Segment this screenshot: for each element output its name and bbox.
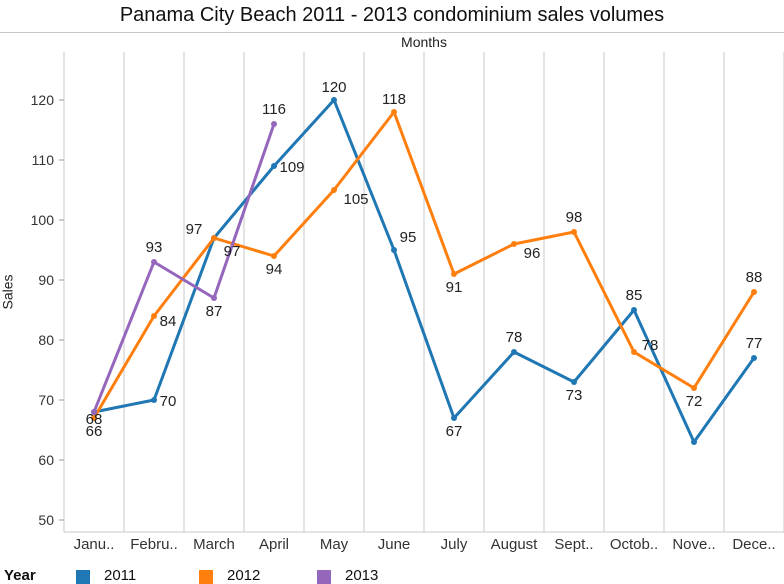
data-label-2011: 78 [506, 329, 523, 346]
data-point-2012 [91, 415, 97, 421]
x-tick-label: Nove.. [672, 536, 715, 553]
data-point-2012 [211, 235, 217, 241]
data-point-2011 [751, 355, 757, 361]
x-tick-label: Sept.. [554, 536, 593, 553]
data-point-2012 [511, 241, 517, 247]
data-label-2012: 105 [343, 191, 368, 208]
data-label-2011: 97 [186, 221, 203, 238]
data-label-2011: 73 [566, 387, 583, 404]
y-tick-label: 50 [38, 512, 54, 528]
legend-label-2013: 2013 [345, 567, 379, 584]
data-point-2013 [151, 259, 157, 265]
data-point-2011 [391, 247, 397, 253]
data-point-2013 [211, 295, 217, 301]
data-label-2011: 85 [626, 287, 643, 304]
y-tick-label: 70 [38, 392, 54, 408]
data-point-2011 [691, 439, 697, 445]
series-line-2011 [93, 98, 756, 444]
y-tick-label: 120 [31, 92, 55, 108]
data-label-2012: 91 [446, 279, 463, 296]
data-label-2011: 120 [321, 79, 346, 96]
data-label-2013: 116 [262, 101, 286, 118]
y-tick-label: 110 [32, 152, 55, 168]
legend-label-2012: 2012 [227, 567, 261, 584]
x-tick-label: Dece.. [732, 536, 775, 553]
data-point-2011 [511, 349, 517, 355]
data-point-2013 [271, 121, 277, 127]
data-point-2011 [571, 379, 577, 385]
data-label-2012: 72 [686, 393, 703, 410]
data-label-2012: 97 [224, 243, 241, 260]
data-point-2011 [271, 163, 277, 169]
data-point-2012 [451, 271, 457, 277]
data-point-2011 [451, 415, 457, 421]
series-line-2013 [92, 123, 276, 413]
y-tick-label: 100 [31, 212, 55, 228]
x-tick-label: April [259, 536, 289, 553]
data-point-2013 [91, 409, 97, 415]
x-tick-label: May [320, 536, 349, 553]
data-point-2012 [691, 385, 697, 391]
title-bar [0, 0, 784, 33]
legend-swatch-2013 [317, 570, 331, 584]
data-point-2011 [151, 397, 157, 403]
x-tick-label: Octob.. [610, 536, 658, 553]
data-label-2011: 95 [400, 229, 417, 246]
x-tick-label: March [193, 536, 235, 553]
data-label-2012: 78 [642, 337, 659, 354]
column-header: Months [401, 34, 447, 50]
data-point-2012 [331, 187, 337, 193]
data-point-2011 [331, 97, 337, 103]
x-tick-label: June [378, 536, 411, 553]
data-label-2012: 118 [382, 91, 406, 108]
data-point-2012 [751, 289, 757, 295]
data-label-2011: 77 [746, 335, 763, 352]
data-label-2012: 94 [266, 261, 283, 278]
x-tick-label: Febru.. [130, 536, 178, 553]
legend-title: Year [4, 567, 36, 584]
data-label-2013: 68 [86, 411, 103, 428]
legend: Year 2011 2012 2013 [0, 562, 784, 584]
y-tick-label: 80 [38, 332, 54, 348]
data-point-2012 [631, 349, 637, 355]
chart-title: Panama City Beach 2011 - 2013 condominiu… [119, 4, 665, 26]
data-label-2013: 93 [146, 239, 163, 256]
x-tick-label: Janu.. [74, 536, 115, 553]
data-label-2012: 88 [746, 269, 763, 286]
y-tick-label: 90 [38, 272, 54, 288]
data-point-2011 [631, 307, 637, 313]
legend-label-2011: 2011 [104, 567, 137, 584]
y-tick-label: 60 [38, 452, 54, 468]
legend-swatch-2011 [76, 570, 90, 584]
data-label-2013: 87 [206, 303, 223, 320]
x-tick-label: July [441, 536, 468, 553]
series-line-2012 [92, 110, 756, 419]
data-label-2011: 109 [279, 159, 304, 176]
x-tick-label: August [491, 536, 539, 553]
data-point-2012 [151, 313, 157, 319]
data-label-2012: 98 [566, 209, 583, 226]
data-label-2011: 70 [160, 393, 177, 410]
data-point-2012 [391, 109, 397, 115]
data-label-2012: 96 [524, 245, 541, 262]
data-label-2011: 67 [446, 423, 463, 440]
data-label-2011: 66 [86, 423, 103, 440]
data-point-2012 [271, 253, 277, 259]
data-point-2012 [571, 229, 577, 235]
data-label-2012: 84 [160, 313, 177, 330]
legend-swatch-2012 [199, 570, 213, 584]
line-chart: 50 60 70 80 90 100 110 120 Janu.. Febru.. March Apr… [31, 52, 784, 553]
